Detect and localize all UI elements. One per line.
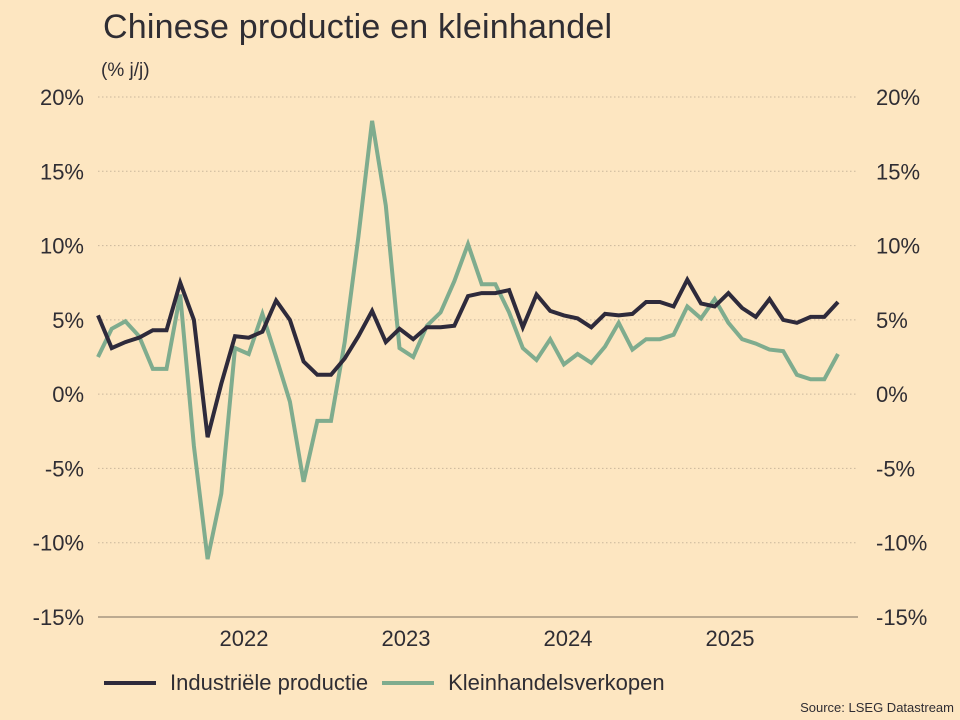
y-tick-label-left: 5%	[52, 308, 84, 333]
y-tick-label-left: -5%	[45, 456, 84, 481]
y-tick-label-left: -15%	[33, 605, 84, 630]
y-tick-label-right: 15%	[876, 159, 920, 184]
source-note: Source: LSEG Datastream	[800, 700, 954, 715]
y-tick-label-right: 5%	[876, 308, 908, 333]
x-tick-label: 2025	[706, 626, 755, 651]
series-line-retail-sales	[96, 120, 840, 560]
y-axis-right: 20% 15% 10% 5% 0% -5% -10% -15%	[876, 85, 927, 630]
series-line-industrial-production	[96, 275, 840, 438]
legend-swatch-industrial	[104, 681, 156, 685]
y-axis-left: 20% 15% 10% 5% 0% -5% -10% -15%	[33, 85, 84, 630]
x-tick-label: 2024	[544, 626, 593, 651]
x-tick-label: 2022	[220, 626, 269, 651]
y-tick-label-right: -5%	[876, 456, 915, 481]
legend-item-retail: Kleinhandelsverkopen	[382, 670, 665, 696]
chart-subtitle: (% j/j)	[101, 60, 150, 81]
y-tick-label-left: 10%	[40, 234, 84, 259]
y-tick-label-right: 10%	[876, 234, 920, 259]
y-tick-label-right: 20%	[876, 85, 920, 110]
y-tick-label-left: 20%	[40, 85, 84, 110]
legend-label-retail: Kleinhandelsverkopen	[448, 670, 665, 695]
y-tick-label-right: -15%	[876, 605, 927, 630]
legend-swatch-retail	[382, 681, 435, 685]
legend-label-industrial: Industriële productie	[170, 670, 369, 695]
y-tick-label-left: -10%	[33, 531, 84, 556]
series-lines	[96, 120, 840, 560]
legend-item-industrial: Industriële productie	[104, 670, 368, 696]
legend: Industriële productie Kleinhandelsverkop…	[104, 670, 679, 696]
x-axis: 2022 2023 2024 2025	[220, 626, 755, 651]
y-tick-label-left: 0%	[52, 382, 84, 407]
chart-title: Chinese productie en kleinhandel	[103, 8, 613, 46]
y-tick-label-right: -10%	[876, 531, 927, 556]
y-tick-label-right: 0%	[876, 382, 908, 407]
y-tick-label-left: 15%	[40, 159, 84, 184]
x-tick-label: 2023	[382, 626, 431, 651]
gridlines	[98, 96, 858, 618]
